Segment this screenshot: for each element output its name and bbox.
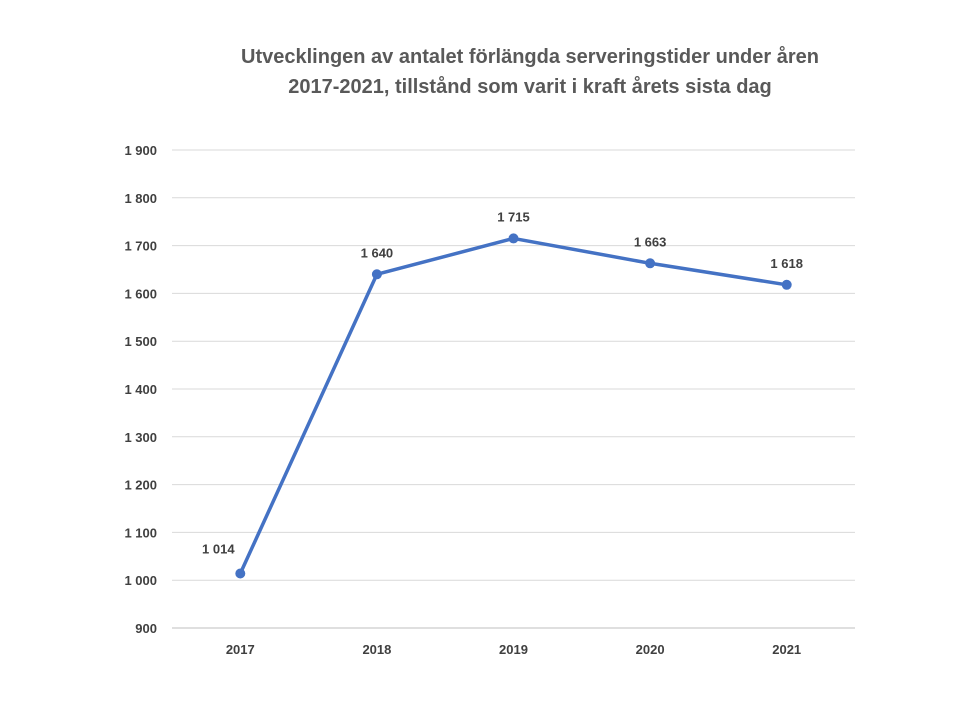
series-polyline bbox=[238, 236, 789, 576]
x-tick-label: 2017 bbox=[226, 642, 255, 657]
gridlines bbox=[172, 149, 855, 629]
y-tick-label: 1 200 bbox=[124, 478, 157, 493]
data-label: 1 618 bbox=[770, 256, 803, 271]
data-point bbox=[371, 269, 382, 280]
data-point bbox=[781, 279, 792, 290]
y-tick-label: 1 100 bbox=[124, 525, 157, 540]
x-tick-label: 2020 bbox=[636, 642, 665, 657]
data-label: 1 640 bbox=[361, 245, 394, 260]
data-labels: 1 014 1 640 1 715 1 663 1 618 bbox=[202, 209, 803, 556]
data-label: 1 663 bbox=[634, 234, 667, 249]
chart-title-line-2: 2017-2021, tillstånd som varit i kraft å… bbox=[288, 76, 772, 98]
y-tick-label: 1 500 bbox=[124, 334, 157, 349]
y-tick-label: 1 800 bbox=[124, 191, 157, 206]
data-point bbox=[645, 258, 656, 269]
y-tick-label: 900 bbox=[135, 621, 157, 636]
y-axis-labels: 900 1 000 1 100 1 200 1 300 1 400 1 500 1 600 1 … bbox=[124, 143, 157, 636]
chart-title: Utvecklingen av antalet förlängda server… bbox=[150, 42, 910, 102]
data-point bbox=[235, 568, 246, 579]
y-tick-label: 1 300 bbox=[124, 430, 157, 445]
y-tick-label: 1 400 bbox=[124, 382, 157, 397]
data-label: 1 715 bbox=[497, 209, 530, 224]
y-tick-label: 1 900 bbox=[124, 143, 157, 158]
data-point bbox=[508, 233, 519, 244]
y-tick-label: 1 600 bbox=[124, 286, 157, 301]
series-line bbox=[235, 233, 792, 579]
y-tick-label: 1 000 bbox=[124, 573, 157, 588]
data-label: 1 014 bbox=[202, 542, 235, 557]
y-tick-label: 1 700 bbox=[124, 239, 157, 254]
x-axis-labels: 2017 2018 2019 2020 2021 bbox=[226, 642, 801, 657]
chart-title-line-1: Utvecklingen av antalet förlängda server… bbox=[241, 46, 819, 68]
x-tick-label: 2021 bbox=[772, 642, 801, 657]
x-tick-label: 2018 bbox=[362, 642, 391, 657]
x-tick-label: 2019 bbox=[499, 642, 528, 657]
